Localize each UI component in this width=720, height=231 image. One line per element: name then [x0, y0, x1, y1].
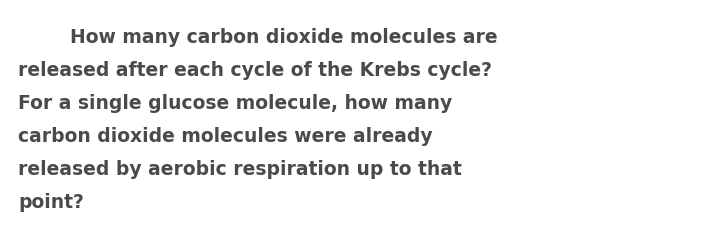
Text: For a single glucose molecule, how many: For a single glucose molecule, how many: [18, 94, 452, 113]
Text: How many carbon dioxide molecules are: How many carbon dioxide molecules are: [18, 28, 498, 47]
Text: point?: point?: [18, 193, 84, 212]
Text: released after each cycle of the Krebs cycle?: released after each cycle of the Krebs c…: [18, 61, 492, 80]
Text: carbon dioxide molecules were already: carbon dioxide molecules were already: [18, 127, 433, 146]
Text: released by aerobic respiration up to that: released by aerobic respiration up to th…: [18, 160, 462, 179]
